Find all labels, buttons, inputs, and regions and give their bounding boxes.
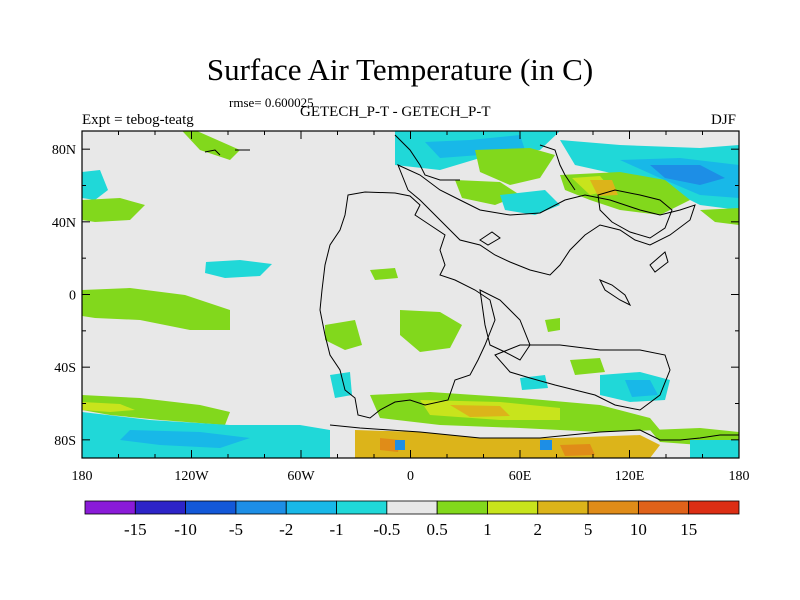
- colorbar-swatch: [235, 500, 287, 515]
- eurasia-orange: [590, 180, 618, 196]
- coastlines: [204, 134, 739, 441]
- coastline-islands-1: [597, 189, 673, 239]
- north-pacific-green-e: [700, 208, 739, 225]
- colorbar-label: -1: [329, 520, 343, 539]
- colorbar-swatch: [185, 500, 237, 515]
- colorbar-label: 0.5: [427, 520, 448, 539]
- colorbar-label: -0.5: [373, 520, 400, 539]
- colorbar-swatch: [134, 500, 187, 515]
- colorbar-label: 1: [483, 520, 492, 539]
- y-tick-label: 40S: [54, 361, 76, 376]
- colorbar-swatch: [386, 500, 438, 515]
- colorbar-swatch: [436, 500, 488, 515]
- southern-green-band-w: [82, 395, 230, 425]
- chart-title: Surface Air Temperature (in C): [206, 52, 594, 87]
- experiment-label: Expt = tebog-teatg: [82, 112, 194, 128]
- tropical-green-small-1: [370, 268, 398, 280]
- south-east-blue: [625, 380, 658, 397]
- y-axis: 80N 40N 0 40S 80S: [52, 143, 739, 449]
- x-tick-label: 120E: [615, 469, 645, 484]
- colorbar-label: 5: [584, 520, 593, 539]
- y-tick-label: 40N: [52, 216, 76, 231]
- colorbar-swatch: [537, 500, 589, 515]
- colorbar-swatch: [487, 500, 539, 515]
- colorbar-swatch: [637, 500, 690, 515]
- north-pacific-green-w: [82, 198, 145, 222]
- coastline-islands-5: [479, 231, 501, 246]
- x-tick-label: 0: [407, 469, 414, 484]
- antarctic-cyan-patch-2: [540, 440, 552, 450]
- colorbar-swatch: [285, 500, 337, 515]
- anomaly-shading: [82, 131, 739, 458]
- colorbar-label: -10: [174, 520, 197, 539]
- colorbar-swatch: [688, 500, 740, 515]
- colorbar-swatch: [336, 500, 388, 515]
- coastline-africa: [479, 289, 531, 361]
- colorbar-label: -2: [279, 520, 293, 539]
- x-tick-label: 180: [729, 469, 750, 484]
- coastline-islands-4: [204, 149, 250, 156]
- southern-blue-band: [120, 430, 250, 448]
- coastline-greenland: [539, 144, 576, 191]
- north-pacific-cyan-w: [82, 170, 108, 200]
- tropical-green-east: [545, 318, 560, 332]
- south-green-patch: [570, 358, 605, 375]
- x-tick-label: 60W: [287, 469, 315, 484]
- colorbar-label: -15: [124, 520, 147, 539]
- y-tick-label: 80S: [54, 434, 76, 449]
- x-tick-label: 120W: [174, 469, 209, 484]
- west-pacific-cyan-blob: [205, 260, 272, 278]
- coastline-antarctica: [329, 424, 739, 441]
- y-tick-label: 0: [69, 289, 76, 304]
- coastline-arctic: [394, 134, 460, 181]
- comparison-label: GETECH_P-T - GETECH_P-T: [300, 104, 491, 120]
- coastline-islands-2: [649, 251, 669, 273]
- colorbar-label: 10: [630, 520, 647, 539]
- antarctic-red-patches-2: [560, 444, 595, 456]
- tropical-green-central: [400, 310, 462, 352]
- coastline-islands-3: [598, 279, 632, 307]
- colorbar-label: -5: [229, 520, 243, 539]
- tropical-green-small-2: [325, 320, 362, 350]
- x-tick-label: 60E: [509, 469, 532, 484]
- siberia-green: [475, 148, 555, 185]
- coastline-america: [319, 191, 496, 419]
- colorbar-label: 15: [680, 520, 697, 539]
- coastline-eurasia: [397, 164, 696, 276]
- southern-orange-central: [450, 405, 510, 417]
- north-deep-blue: [650, 165, 725, 185]
- north-atlantic-cyan: [500, 190, 560, 215]
- antarctic-cyan-patch-1: [395, 440, 405, 450]
- colorbar-label: 2: [534, 520, 543, 539]
- y-tick-label: 80N: [52, 143, 76, 158]
- colorbar: -15 -10 -5 -2 -1 -0.5 0.5 1 2 5 10 15: [84, 500, 740, 539]
- rmse-label: rmse= 0.600025: [229, 95, 314, 110]
- x-tick-label: 180: [72, 469, 93, 484]
- coastline-south-1: [494, 344, 671, 411]
- south-cyan-patch: [520, 375, 548, 390]
- x-axis: 180 120W 60W 0 60E 120E 180: [72, 131, 750, 484]
- south-east-cyan-2: [690, 440, 739, 458]
- southern-yellow-w: [82, 402, 135, 412]
- season-label: DJF: [711, 112, 737, 128]
- north-green-blob-1: [182, 131, 240, 160]
- colorbar-swatch: [84, 500, 136, 515]
- colorbar-swatch: [587, 500, 639, 515]
- tropical-green-west: [82, 288, 230, 330]
